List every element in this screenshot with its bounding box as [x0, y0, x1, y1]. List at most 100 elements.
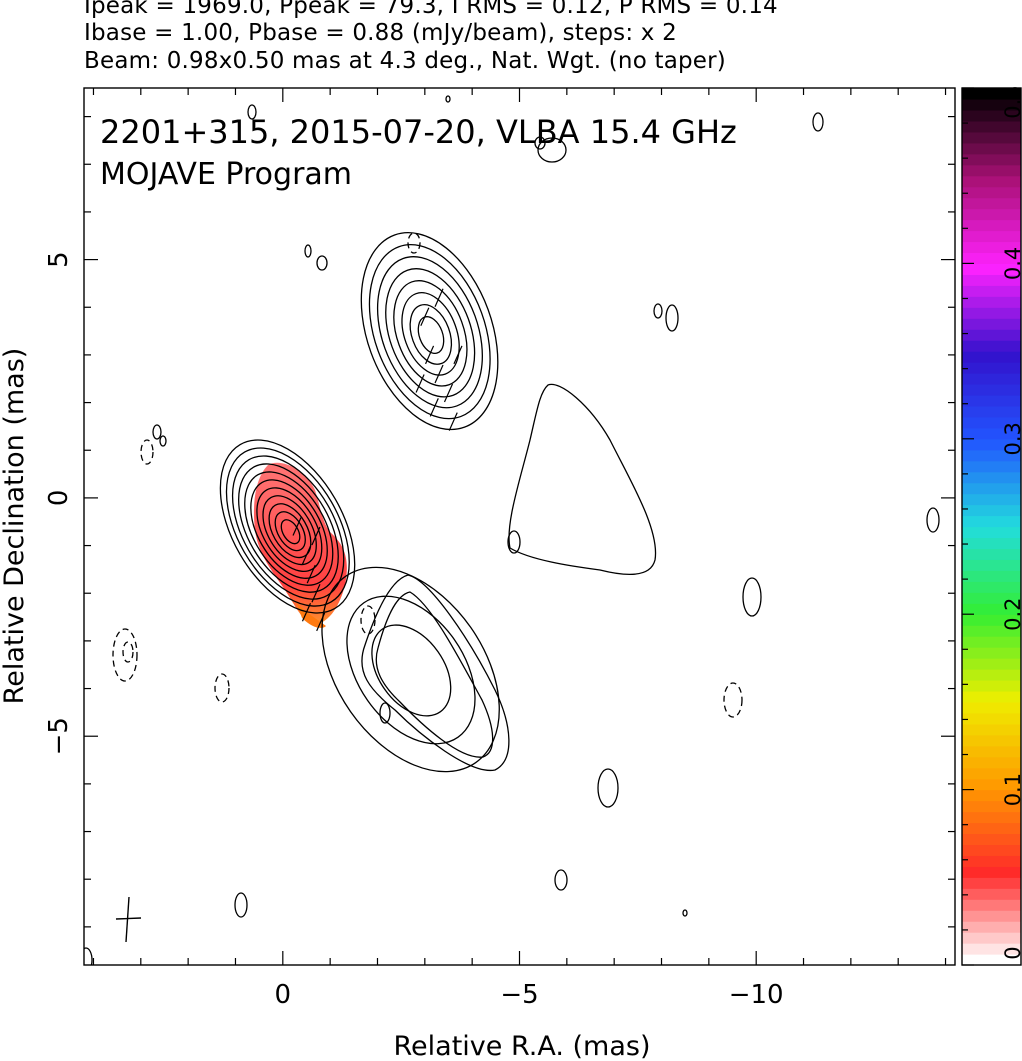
contour-level: [346, 595, 476, 745]
axis-ticks: [84, 88, 955, 965]
colorbar-step: [962, 822, 1021, 835]
colorbar-step: [962, 548, 1021, 560]
polarization-vector: [301, 545, 312, 565]
colorbar-step: [962, 603, 1021, 615]
south-second-contour: [375, 591, 494, 758]
colorbar-step: [962, 570, 1021, 582]
colorbar-step: [962, 855, 1021, 867]
colorbar-step: [962, 449, 1021, 462]
polarization-vector: [316, 612, 326, 632]
colorbar-step: [962, 383, 1021, 396]
colorbar-step: [962, 427, 1021, 440]
contour-level: [268, 503, 312, 559]
colorbar-step: [962, 690, 1021, 703]
north-knot-contours: [360, 232, 499, 431]
colorbar-tick-label: 0: [1001, 946, 1022, 959]
colorbar-step: [962, 362, 1021, 374]
colorbar-step: [962, 252, 1021, 264]
colorbar-step: [962, 647, 1021, 659]
beam-cross: [115, 896, 142, 943]
colorbar-frame: [961, 87, 1022, 966]
polarization-vector: [434, 364, 444, 384]
colorbar-tick-labels: 0 0.1 0.2 0.3 0.4 0.5: [1001, 85, 1022, 959]
contour-level: [409, 304, 453, 365]
colorbar-step: [962, 416, 1021, 429]
x-axis-label: Relative R.A. (mas): [394, 1031, 651, 1061]
colorbar-step: [962, 910, 1021, 922]
colorbar-step: [962, 394, 1021, 407]
polarization-vector: [311, 583, 321, 603]
extended-contour: [508, 383, 657, 576]
colorbar-step: [962, 493, 1021, 506]
contour-level: [360, 232, 499, 431]
colorbar-step: [962, 592, 1021, 604]
colorbar-step: [962, 932, 1021, 944]
colorbar-tick-label: 0.1: [1001, 773, 1022, 806]
colorbar-step: [962, 877, 1021, 889]
colorbar-step: [962, 844, 1021, 856]
colorbar-step: [962, 778, 1021, 791]
x-tick-label: −10: [729, 980, 784, 1010]
colorbar-tick-label: 0.3: [1001, 422, 1022, 455]
colorbar-step: [962, 789, 1021, 802]
colorbar-step: [962, 120, 1021, 133]
colorbar-step: [962, 460, 1021, 473]
colorbar-step: [962, 471, 1021, 484]
header-peak-rms: Ipeak = 1969.0, Ppeak = 79.3, I RMS = 0.…: [84, 0, 778, 19]
polarization-vector: [420, 307, 430, 327]
contour-level: [231, 455, 345, 600]
y-tick-label: 5: [44, 251, 74, 268]
colorbar-step: [962, 296, 1021, 308]
colorbar-step: [962, 954, 1021, 966]
contour-level: [262, 495, 317, 566]
contour-level: [225, 447, 350, 607]
colorbar: [962, 88, 1021, 966]
colorbar-step: [962, 614, 1021, 626]
contour-level: [376, 256, 483, 409]
plot-frame: [83, 87, 956, 966]
polarization-vector: [425, 345, 435, 365]
colorbar-step: [962, 208, 1021, 221]
polarization-vector: [415, 374, 425, 393]
colorbar-step: [962, 219, 1021, 232]
contour-level: [371, 624, 452, 717]
colorbar-step: [962, 373, 1021, 385]
colorbar-step: [962, 164, 1021, 177]
y-tick-label: 0: [44, 490, 74, 507]
colorbar-step: [962, 175, 1021, 188]
colorbar-step: [962, 329, 1021, 341]
contour-level: [237, 463, 339, 593]
polarization-vector: [429, 398, 439, 417]
polarization-vector: [453, 345, 463, 365]
south-knot-contours: [321, 566, 500, 773]
colorbar-step: [962, 307, 1021, 319]
contour-level: [219, 439, 356, 614]
colorbar-step: [962, 756, 1021, 769]
colorbar-step: [962, 723, 1021, 736]
plot-subtitle: MOJAVE Program: [100, 157, 352, 192]
plot-title: 2201+315, 2015-07-20, VLBA 15.4 GHz: [100, 113, 737, 151]
colorbar-step: [962, 241, 1021, 254]
colorbar-step: [962, 866, 1021, 878]
colorbar-step: [962, 734, 1021, 747]
polarization-vector: [292, 517, 302, 536]
colorbar-step: [962, 131, 1021, 144]
colorbar-step: [962, 559, 1021, 571]
polarization-vectors: [292, 288, 463, 632]
contour-level: [368, 244, 491, 420]
polarization-vector: [434, 288, 444, 307]
colorbar-step: [962, 745, 1021, 758]
colorbar-step: [962, 701, 1021, 714]
contour-level: [274, 511, 306, 552]
colorbar-step: [962, 274, 1021, 286]
contour-level: [385, 268, 476, 398]
y-tick-label: −5: [44, 717, 74, 755]
contour-level: [321, 566, 500, 773]
colorbar-step: [962, 526, 1021, 539]
colorbar-step: [962, 230, 1021, 243]
colorbar-step: [962, 888, 1021, 900]
colorbar-step: [962, 625, 1021, 637]
colorbar-step: [962, 581, 1021, 593]
colorbar-step: [962, 515, 1021, 528]
